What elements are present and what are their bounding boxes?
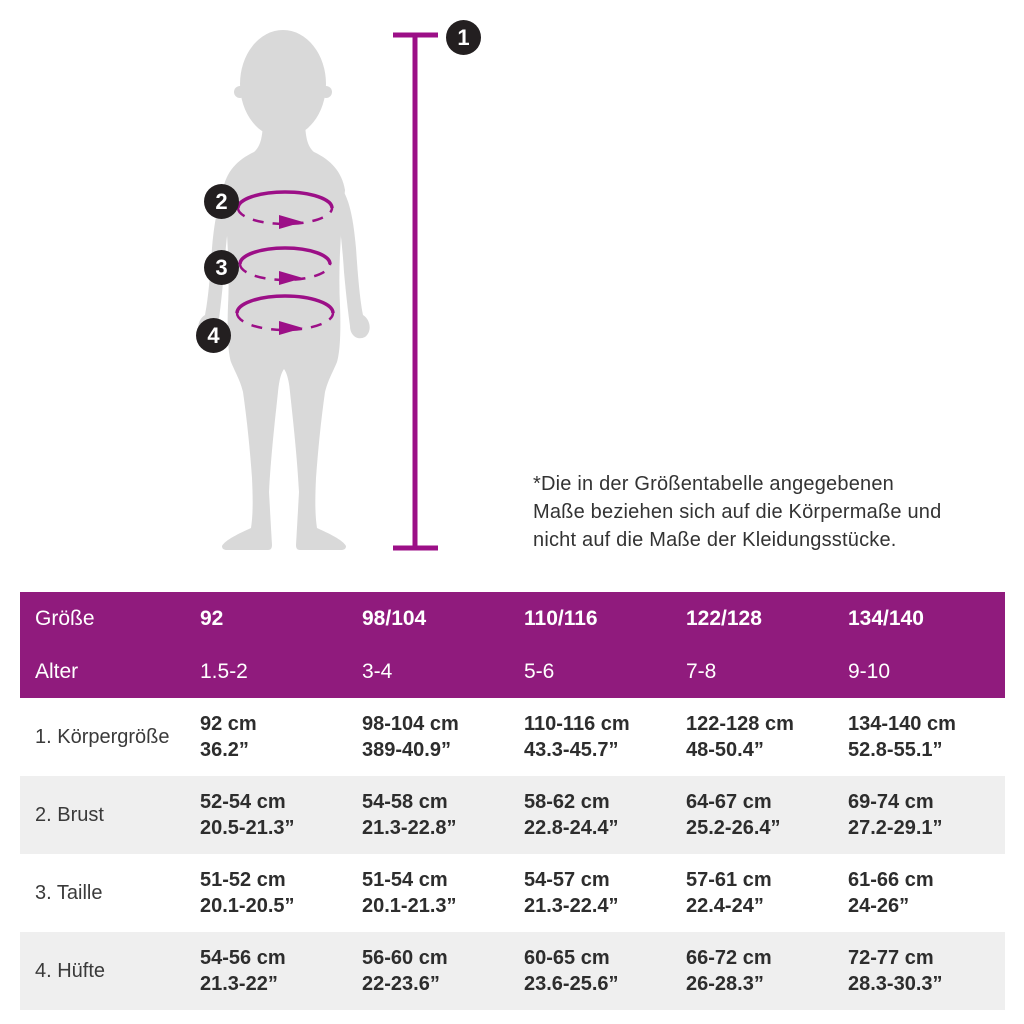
measure-cell: 54-56 cm 21.3-22” (200, 945, 362, 997)
inch-value: 21.3-22.4” (524, 895, 619, 917)
measure-cell: 66-72 cm 26-28.3” (686, 945, 848, 997)
cm-value: 69-74 cm (848, 791, 934, 813)
inch-value: 22.4-24” (686, 895, 764, 917)
size-value: 98/104 (362, 606, 427, 630)
age-value: 7-8 (686, 659, 717, 683)
cm-value: 98-104 cm (362, 713, 459, 735)
inch-value: 27.2-29.1” (848, 817, 943, 839)
measure-cell: 51-52 cm 20.1-20.5” (200, 867, 362, 919)
chest-marker-badge: 2 (204, 184, 239, 219)
size-table-header: Größe 92 98/104 110/116 122/128 134/140 … (20, 592, 1005, 698)
cm-value: 64-67 cm (686, 791, 772, 813)
inch-value: 52.8-55.1” (848, 739, 943, 761)
measure-cell: 92 cm 36.2” (200, 711, 362, 763)
row-label: 1. Körpergröße (35, 725, 170, 748)
cm-value: 72-77 cm (848, 947, 934, 969)
measure-cell: 51-54 cm 20.1-21.3” (362, 867, 524, 919)
age-value: 3-4 (362, 659, 393, 683)
waist-measure-arrow (238, 246, 332, 285)
inch-value: 20.5-21.3” (200, 817, 295, 839)
inch-value: 20.1-20.5” (200, 895, 295, 917)
hip-marker-badge: 4 (196, 318, 231, 353)
note-line-1: *Die in der Größentabelle angegebenen (533, 473, 894, 495)
cm-value: 92 cm (200, 713, 257, 735)
size-table: Größe 92 98/104 110/116 122/128 134/140 … (20, 592, 1005, 1010)
note-line-2: Maße beziehen sich auf die Körpermaße un… (533, 501, 942, 523)
row-label: 3. Taille (35, 881, 103, 904)
cm-value: 60-65 cm (524, 947, 610, 969)
measure-cell: 64-67 cm 25.2-26.4” (686, 789, 848, 841)
chest-measure-arrow (236, 190, 334, 229)
size-value: 122/128 (686, 606, 762, 630)
cm-value: 134-140 cm (848, 713, 956, 735)
measure-cell: 98-104 cm 389-40.9” (362, 711, 524, 763)
measurement-note: *Die in der Größentabelle angegebenen Ma… (533, 470, 941, 554)
row-label: 4. Hüfte (35, 959, 106, 982)
inch-value: 21.3-22.8” (362, 817, 457, 839)
inch-value: 22.8-24.4” (524, 817, 619, 839)
table-row-huefte: 4. Hüfte 54-56 cm 21.3-22” 56-60 cm 22-2… (20, 932, 1005, 1010)
height-marker-badge: 1 (446, 20, 481, 55)
cm-value: 54-58 cm (362, 791, 448, 813)
child-silhouette (198, 30, 370, 550)
measure-cell: 134-140 cm 52.8-55.1” (848, 711, 1005, 763)
size-value: 110/116 (524, 606, 598, 630)
cm-value: 51-54 cm (362, 869, 448, 891)
cm-value: 56-60 cm (362, 947, 448, 969)
cm-value: 54-57 cm (524, 869, 610, 891)
measure-cell: 58-62 cm 22.8-24.4” (524, 789, 686, 841)
cm-value: 122-128 cm (686, 713, 794, 735)
inch-value: 389-40.9” (362, 739, 451, 761)
measure-cell: 54-58 cm 21.3-22.8” (362, 789, 524, 841)
measure-cell: 52-54 cm 20.5-21.3” (200, 789, 362, 841)
inch-value: 48-50.4” (686, 739, 764, 761)
inch-value: 43.3-45.7” (524, 739, 619, 761)
inch-value: 36.2” (200, 739, 249, 761)
height-measure-line (393, 32, 438, 551)
size-header-row: Größe 92 98/104 110/116 122/128 134/140 (20, 592, 1005, 645)
measure-cell: 69-74 cm 27.2-29.1” (848, 789, 1005, 841)
age-value: 5-6 (524, 659, 555, 683)
measure-cell: 60-65 cm 23.6-25.6” (524, 945, 686, 997)
hip-measure-arrow (235, 294, 335, 335)
measurement-illustration (198, 30, 438, 551)
measure-cell: 57-61 cm 22.4-24” (686, 867, 848, 919)
note-line-3: nicht auf die Maße der Kleidungsstücke. (533, 529, 897, 551)
age-row-label: Alter (35, 659, 79, 683)
measure-cell: 110-116 cm 43.3-45.7” (524, 711, 686, 763)
inch-value: 22-23.6” (362, 973, 440, 995)
size-value: 92 (200, 606, 224, 630)
measure-cell: 72-77 cm 28.3-30.3” (848, 945, 1005, 997)
inch-value: 26-28.3” (686, 973, 764, 995)
inch-value: 24-26” (848, 895, 910, 917)
table-row-brust: 2. Brust 52-54 cm 20.5-21.3” 54-58 cm 21… (20, 776, 1005, 854)
cm-value: 66-72 cm (686, 947, 772, 969)
age-value: 9-10 (848, 659, 891, 683)
measure-cell: 122-128 cm 48-50.4” (686, 711, 848, 763)
cm-value: 58-62 cm (524, 791, 610, 813)
age-header-row: Alter 1.5-2 3-4 5-6 7-8 9-10 (20, 645, 1005, 698)
size-value: 134/140 (848, 606, 924, 630)
measure-cell: 61-66 cm 24-26” (848, 867, 1005, 919)
inch-value: 25.2-26.4” (686, 817, 781, 839)
inch-value: 21.3-22” (200, 973, 278, 995)
table-row-taille: 3. Taille 51-52 cm 20.1-20.5” 51-54 cm 2… (20, 854, 1005, 932)
measure-cell: 56-60 cm 22-23.6” (362, 945, 524, 997)
size-row-label: Größe (35, 606, 95, 630)
inch-value: 20.1-21.3” (362, 895, 457, 917)
age-value: 1.5-2 (200, 659, 248, 683)
cm-value: 110-116 cm (524, 713, 630, 735)
cm-value: 54-56 cm (200, 947, 286, 969)
row-label: 2. Brust (35, 803, 104, 826)
table-row-koerpergroesse: 1. Körpergröße 92 cm 36.2” 98-104 cm 389… (20, 698, 1005, 776)
waist-marker-badge: 3 (204, 250, 239, 285)
cm-value: 52-54 cm (200, 791, 286, 813)
inch-value: 23.6-25.6” (524, 973, 619, 995)
measure-cell: 54-57 cm 21.3-22.4” (524, 867, 686, 919)
cm-value: 51-52 cm (200, 869, 286, 891)
cm-value: 57-61 cm (686, 869, 772, 891)
cm-value: 61-66 cm (848, 869, 934, 891)
inch-value: 28.3-30.3” (848, 973, 943, 995)
